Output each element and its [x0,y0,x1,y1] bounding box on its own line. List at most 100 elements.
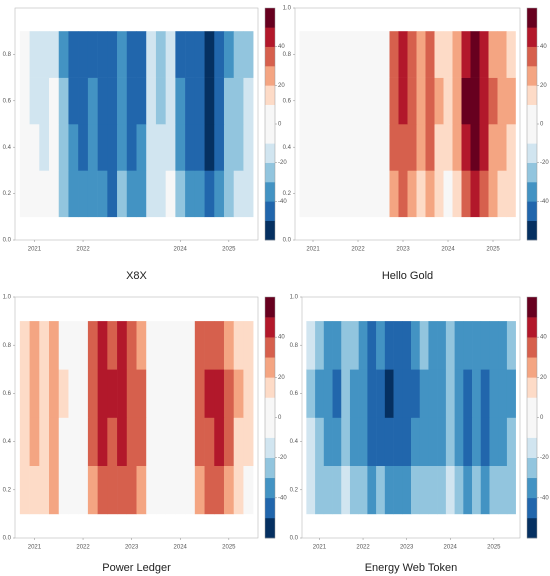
heatmap-cell [358,417,368,466]
heatmap-cell [437,417,447,466]
heatmap-cell [185,124,196,171]
colorbar-band [527,357,537,378]
y-tick-label: 1.0 [290,295,299,301]
heatmap-cell [233,77,244,125]
heatmap-cell [107,170,118,218]
heatmap-cell [107,369,118,418]
heatmap-cell [194,31,205,78]
heatmap-cell [223,417,234,466]
heatmap-cell [68,465,79,515]
heatmap-cell [39,417,50,466]
heatmap-cell [214,321,225,370]
heatmap-cell [506,77,516,125]
heatmap-cell [353,124,363,171]
colorbar-band [527,397,537,418]
heatmap-cell [155,31,166,78]
heatmap-cell [434,77,444,125]
heatmap-cell [223,321,234,370]
heatmap-cell [461,170,471,218]
heatmap-cell [223,77,234,125]
heatmap-cell [29,77,40,125]
y-tick-label: 0.2 [3,191,12,197]
heatmap-cell [117,124,128,171]
heatmap-cell [443,170,453,218]
colorbar-band [527,124,537,144]
heatmap-cell [454,321,464,370]
heatmap-cell [371,124,381,171]
heatmap-cell [146,321,157,370]
x-tick-label: 2021 [28,545,42,551]
heatmap-cell [175,124,186,171]
heatmap-cell [87,31,98,78]
heatmap-cell [411,465,421,515]
heatmap-cell [419,465,429,515]
heatmap-cell [452,170,462,218]
heatmap-cell [155,465,166,515]
heatmap-cell [194,170,205,218]
heatmap-cell [402,465,412,515]
heatmap-cell [393,465,403,515]
heatmap-cell [308,77,318,125]
heatmap-cell [362,77,372,125]
heatmap-cell [233,31,244,78]
y-tick-label: 0.6 [290,391,299,397]
colorbar-tick-label: 20 [278,83,285,89]
heatmap-cell [452,77,462,125]
y-tick-label: 0.4 [3,439,12,445]
heatmap-cell [407,77,417,125]
heatmap-cell [393,417,403,466]
heatmap-cell [68,170,79,218]
colorbar-band [265,497,275,519]
heatmap-cell [117,170,128,218]
heatmap-cell [428,369,438,418]
heatmap-cell [443,77,453,125]
colorbar-band [265,27,275,47]
heatmap-cell [371,77,381,125]
heatmap-cell [185,369,196,418]
heatmap-cell [49,124,60,171]
heatmap-cell [380,31,390,78]
heatmap-cell [126,465,137,515]
heatmap-cell [299,31,309,78]
heatmap-cell [39,77,50,125]
heatmap-cell [317,124,327,171]
x-tick-label: 2024 [174,247,188,253]
colorbar-tick-label: -20 [540,160,549,166]
heatmap-cell [165,417,176,466]
heatmap-cell [243,417,254,466]
heatmap-cell [443,124,453,171]
heatmap-cell [489,321,499,370]
colorbar-band [527,201,537,221]
heatmap-cell [19,77,30,125]
panel: 0.0 0.2 0.4 0.6 0.8 1.0 2021 2022 2023 2024 2025 Po… [3,295,288,574]
heatmap-cell [306,465,316,515]
y-tick-label: 0.8 [3,52,12,58]
heatmap-cell [87,124,98,171]
heatmap-cell [107,124,118,171]
colorbar-tick-label: 40 [540,335,547,341]
colorbar-band [527,8,537,28]
heatmap-cell [243,31,254,78]
heatmap-cell [97,321,108,370]
heatmap-cell [380,170,390,218]
heatmap-cell [136,321,147,370]
heatmap-cell [204,417,215,466]
colorbar-band [527,417,537,438]
colorbar-band [527,46,537,67]
y-tick-label: 0.6 [3,391,12,397]
heatmap-cell [58,465,69,515]
heatmap-cell [353,170,363,218]
heatmap-cell [384,321,394,370]
heatmap-cell [389,77,399,125]
heatmap-cell [223,170,234,218]
heatmap-cell [380,77,390,125]
heatmap-cell [332,369,342,418]
y-tick-label: 0.6 [3,98,12,104]
heatmap-cell [384,369,394,418]
heatmap-cell [371,31,381,78]
heatmap-cell [175,369,186,418]
heatmap-cell [389,124,399,171]
heatmap-cell [87,170,98,218]
heatmap-cell [117,465,128,515]
heatmap-cell [49,369,60,418]
